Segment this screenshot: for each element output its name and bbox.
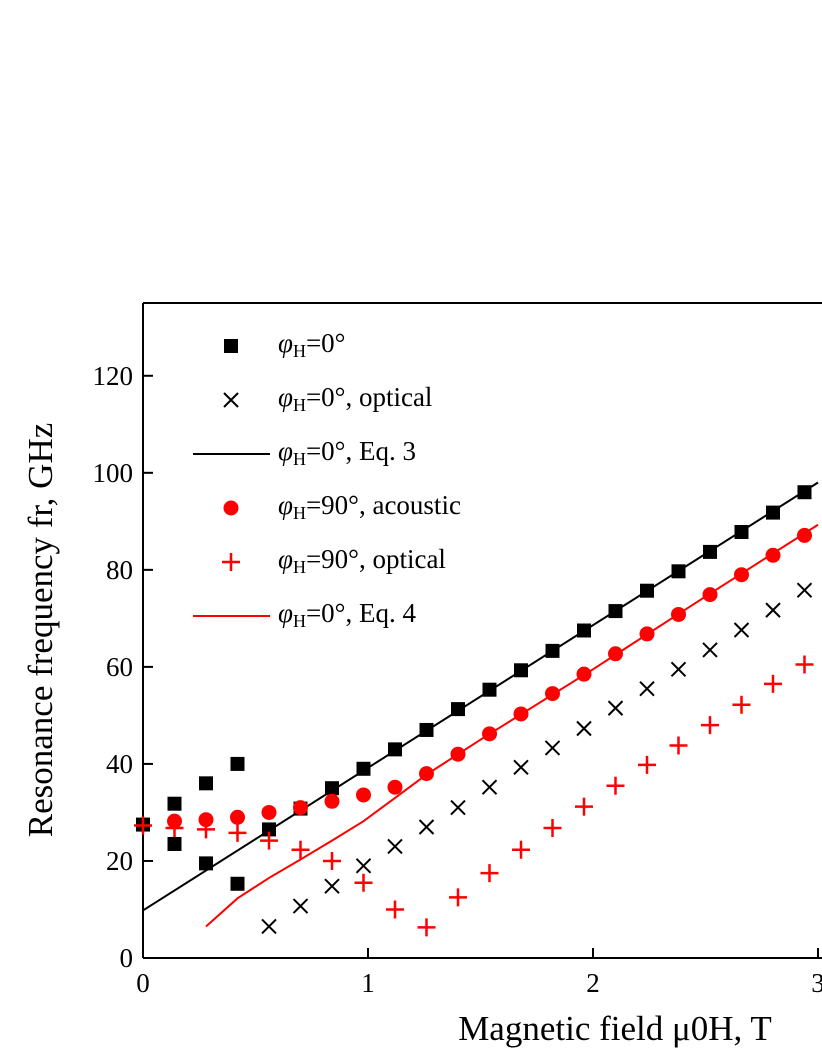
- point: [765, 602, 781, 618]
- x-tick-label: 3: [811, 968, 822, 998]
- point: [638, 755, 656, 774]
- y-axis-label: Resonance frequency fr, GHz: [21, 423, 60, 838]
- fit-line: [142, 481, 819, 912]
- point: [670, 661, 687, 678]
- legend-label: φH=90°, acoustic: [278, 490, 461, 523]
- point: [733, 622, 750, 638]
- y-tick-label: 0: [120, 943, 134, 973]
- point: [134, 816, 152, 835]
- legend-label: φH=0°, Eq. 3: [278, 436, 416, 469]
- point: [576, 720, 592, 737]
- point: [449, 888, 467, 907]
- point: [324, 793, 340, 809]
- x-tick-label: 0: [136, 968, 150, 998]
- point: [701, 716, 719, 735]
- legend-label: φH=90°, optical: [278, 544, 446, 577]
- point: [324, 878, 340, 894]
- point: [199, 856, 213, 871]
- point: [669, 736, 688, 755]
- legend-marker: [223, 500, 239, 516]
- point: [293, 800, 308, 816]
- point: [387, 779, 403, 795]
- point: [512, 840, 530, 859]
- point: [199, 776, 213, 791]
- point: [544, 740, 561, 756]
- point: [513, 759, 529, 776]
- point: [481, 779, 498, 795]
- legend-label: φH=0°, Eq. 4: [278, 598, 416, 631]
- point: [197, 820, 215, 839]
- point: [354, 873, 373, 892]
- point: [606, 776, 625, 795]
- point: [607, 700, 624, 716]
- point: [543, 818, 562, 837]
- point: [167, 796, 182, 811]
- y-tick-label: 60: [106, 652, 133, 682]
- point: [261, 804, 277, 820]
- point: [795, 655, 814, 674]
- point: [198, 812, 214, 828]
- point: [261, 918, 277, 935]
- point: [417, 918, 436, 937]
- legend-marker: [223, 392, 239, 408]
- y-tick-label: 80: [106, 555, 133, 585]
- y-tick-label: 40: [106, 749, 133, 779]
- point: [260, 831, 278, 850]
- point: [386, 900, 404, 919]
- point: [702, 642, 718, 658]
- point: [356, 787, 371, 803]
- legend-label: φH=0°, optical: [278, 382, 432, 415]
- legend-label: φH=0°: [278, 328, 345, 361]
- legend-marker: [224, 339, 238, 353]
- legend-marker: [222, 553, 240, 571]
- point: [228, 823, 247, 842]
- point: [165, 818, 184, 837]
- point: [480, 864, 499, 883]
- x-axis-label: Magnetic field μ0H, T: [458, 1009, 772, 1048]
- point: [230, 756, 245, 771]
- x-tick-label: 2: [586, 968, 600, 998]
- point: [355, 858, 372, 874]
- y-tick-label: 20: [106, 846, 133, 876]
- point: [796, 582, 813, 598]
- point: [450, 799, 466, 816]
- point: [323, 851, 341, 870]
- fit-line: [205, 523, 819, 928]
- y-tick-label: 120: [93, 361, 134, 391]
- point: [575, 797, 593, 816]
- y-tick-label: 100: [93, 458, 134, 488]
- point: [387, 838, 403, 855]
- point: [230, 809, 245, 825]
- point: [764, 674, 782, 693]
- point: [732, 695, 751, 714]
- point: [230, 876, 245, 891]
- point: [292, 898, 309, 914]
- point: [167, 836, 182, 851]
- point: [639, 681, 655, 697]
- x-tick-label: 1: [361, 968, 375, 998]
- point: [291, 840, 310, 859]
- point: [418, 819, 435, 835]
